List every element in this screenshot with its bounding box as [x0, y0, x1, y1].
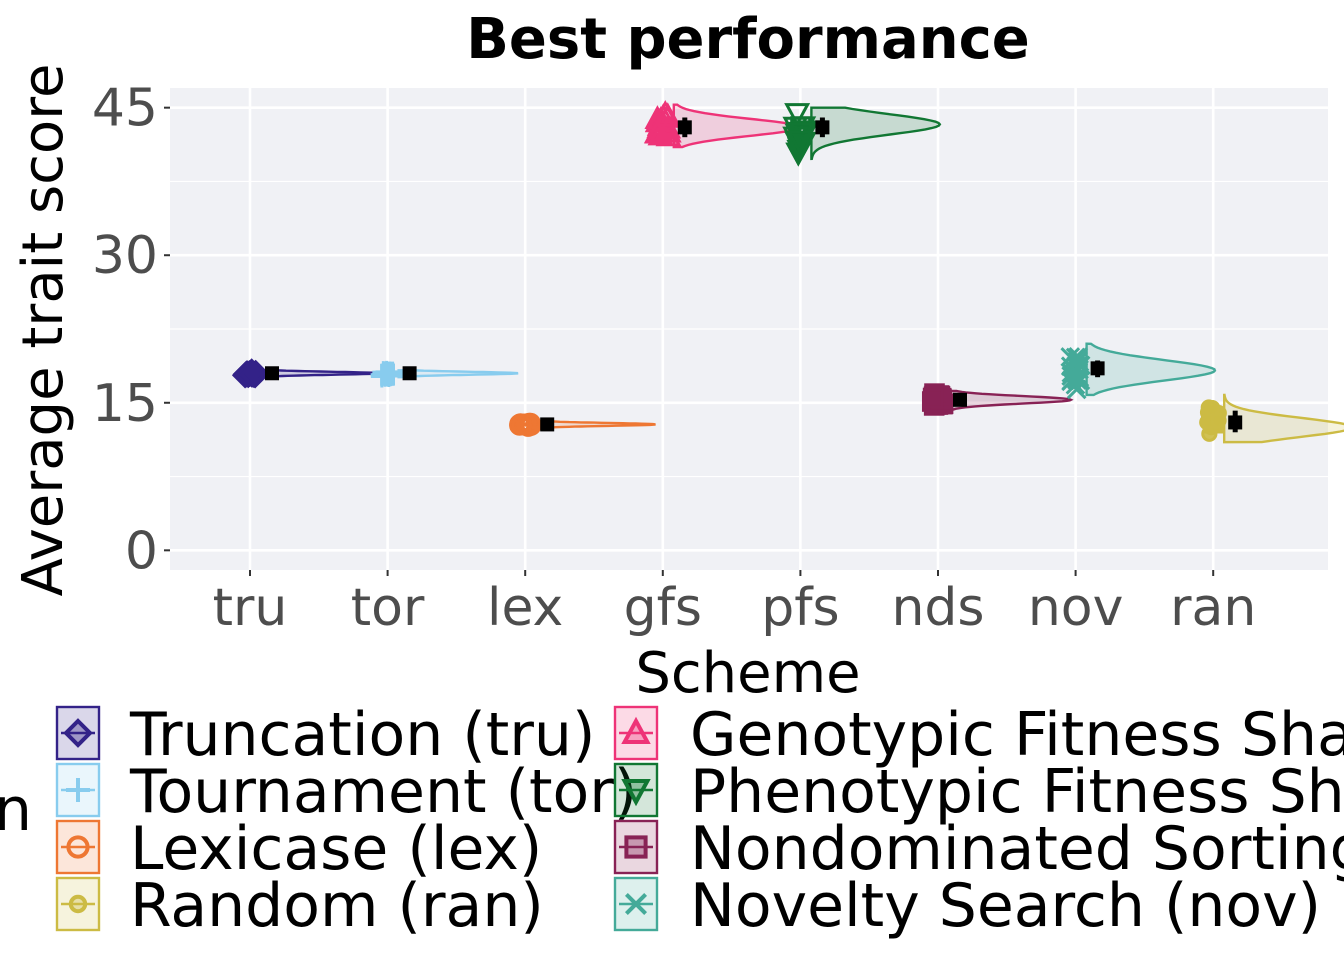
point-pfs	[786, 130, 813, 155]
x-tick-label: pfs	[761, 578, 839, 638]
y-axis-title: Average trait score	[11, 64, 76, 597]
legend-marker	[621, 716, 651, 744]
point-gfs	[655, 114, 682, 139]
legend: n Truncation (tru)Tournament (tor)Lexica…	[0, 700, 1344, 941]
point-nov	[1067, 370, 1087, 390]
violin-ran	[1223, 393, 1344, 444]
legend-key-gfs	[613, 705, 659, 761]
legend-key-nds	[613, 819, 659, 875]
y-tick-label: 30	[92, 226, 158, 286]
violin-pfs	[810, 106, 942, 161]
legend-key-tru	[55, 705, 101, 761]
legend-marker	[621, 779, 651, 807]
legend-label: Lexicase (lex)	[130, 814, 542, 884]
legend-marker	[68, 894, 88, 914]
grid-lines	[170, 88, 1328, 570]
series-lex	[509, 412, 656, 437]
legend-key-lex	[55, 819, 101, 875]
point-pfs	[784, 103, 811, 128]
point-gfs	[654, 102, 681, 127]
legend-marker	[66, 778, 90, 802]
median-point-tor	[402, 366, 417, 381]
x-axis-title: Scheme	[635, 641, 860, 706]
median-point-gfs	[677, 120, 692, 135]
violin-lex	[535, 420, 656, 429]
point-gfs	[644, 119, 671, 144]
series-tor	[370, 360, 519, 388]
point-gfs	[647, 121, 674, 146]
legend-key-tor	[55, 762, 101, 818]
legend-marker	[624, 892, 648, 916]
point-tor	[381, 361, 404, 384]
point-lex	[511, 414, 533, 436]
violin-nds	[947, 389, 1074, 411]
legend-label: Genotypic Fitness Sharing (gfs)	[690, 700, 1344, 770]
point-pfs	[788, 122, 815, 147]
legend-marker	[624, 835, 648, 859]
chart-title: Best performance	[466, 7, 1030, 72]
legend-marker	[66, 835, 90, 859]
median-point-lex	[540, 417, 555, 432]
legend-label: Tournament (tor)	[129, 757, 637, 827]
legend-label: Nondominated Sorting (nds)	[690, 814, 1344, 884]
point-nov	[1070, 370, 1091, 391]
median-point-tru	[265, 366, 279, 381]
point-lex	[520, 414, 542, 435]
y-tick-label: 15	[92, 374, 158, 434]
violin-nov	[1085, 342, 1217, 397]
legend-key-nov	[613, 876, 659, 932]
point-nds	[923, 388, 944, 409]
x-tick-label: tor	[351, 578, 425, 638]
point-tru	[239, 361, 266, 388]
y-tick-label: 0	[125, 521, 158, 581]
series-ran	[1199, 393, 1344, 444]
series-nds	[921, 383, 1074, 416]
x-tick-label: ran	[1170, 578, 1256, 638]
y-tick-label: 45	[92, 79, 158, 139]
legend-label: Random (ran)	[130, 871, 544, 941]
point-nov	[1060, 356, 1081, 377]
x-tick-label: gfs	[624, 578, 702, 638]
x-tick-label: tru	[213, 578, 288, 638]
series-nov	[1060, 342, 1217, 400]
x-tick-label: lex	[487, 578, 563, 638]
data-marks	[231, 100, 1344, 444]
point-ran	[1210, 412, 1227, 429]
x-tick-label: nds	[891, 578, 984, 638]
series-gfs	[643, 100, 802, 149]
legend-label: Phenotypic Fitness Sharing (pfs)	[690, 757, 1344, 827]
legend-label: Truncation (tru)	[129, 700, 595, 770]
median-point-nds	[953, 392, 967, 407]
legend-marker	[63, 718, 93, 748]
legend-label: Novelty Search (nov)	[690, 871, 1321, 941]
x-tick-label: nov	[1028, 578, 1124, 638]
series-pfs	[782, 103, 942, 167]
median-point-ran	[1228, 415, 1243, 430]
median-point-nov	[1090, 361, 1105, 376]
legend-title-fragment: n	[0, 775, 32, 845]
median-point-pfs	[815, 120, 830, 135]
series-tru	[231, 358, 381, 389]
legend-key-ran	[55, 876, 101, 932]
y-axis: 0 15 30 45	[92, 79, 170, 581]
legend-key-pfs	[613, 762, 659, 818]
x-axis: tru tor lex gfs pfs nds nov ran	[213, 570, 1256, 638]
